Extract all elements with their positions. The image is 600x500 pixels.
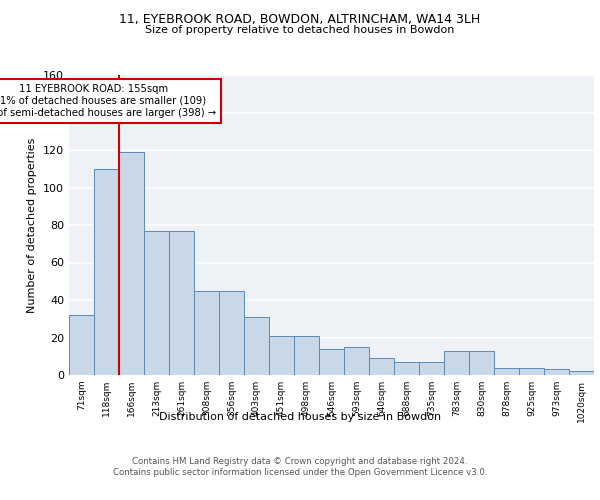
Text: 11 EYEBROOK ROAD: 155sqm
← 21% of detached houses are smaller (109)
79% of semi-: 11 EYEBROOK ROAD: 155sqm ← 21% of detach… bbox=[0, 84, 216, 117]
Bar bbox=[394, 362, 419, 375]
Bar bbox=[444, 350, 469, 375]
Bar bbox=[119, 152, 144, 375]
Bar bbox=[144, 230, 169, 375]
Bar bbox=[294, 336, 319, 375]
Bar bbox=[369, 358, 394, 375]
Text: 11, EYEBROOK ROAD, BOWDON, ALTRINCHAM, WA14 3LH: 11, EYEBROOK ROAD, BOWDON, ALTRINCHAM, W… bbox=[119, 12, 481, 26]
Text: Size of property relative to detached houses in Bowdon: Size of property relative to detached ho… bbox=[145, 25, 455, 35]
Bar bbox=[269, 336, 294, 375]
Text: Distribution of detached houses by size in Bowdon: Distribution of detached houses by size … bbox=[159, 412, 441, 422]
Bar bbox=[569, 371, 594, 375]
Bar bbox=[344, 347, 369, 375]
Bar bbox=[69, 315, 94, 375]
Bar bbox=[494, 368, 519, 375]
Y-axis label: Number of detached properties: Number of detached properties bbox=[28, 138, 37, 312]
Bar bbox=[519, 368, 544, 375]
Bar bbox=[219, 290, 244, 375]
Bar bbox=[319, 349, 344, 375]
Bar bbox=[469, 350, 494, 375]
Bar bbox=[244, 317, 269, 375]
Text: Contains HM Land Registry data © Crown copyright and database right 2024.
Contai: Contains HM Land Registry data © Crown c… bbox=[113, 458, 487, 477]
Bar bbox=[544, 370, 569, 375]
Bar bbox=[94, 169, 119, 375]
Bar bbox=[194, 290, 219, 375]
Bar bbox=[419, 362, 444, 375]
Bar bbox=[169, 230, 194, 375]
